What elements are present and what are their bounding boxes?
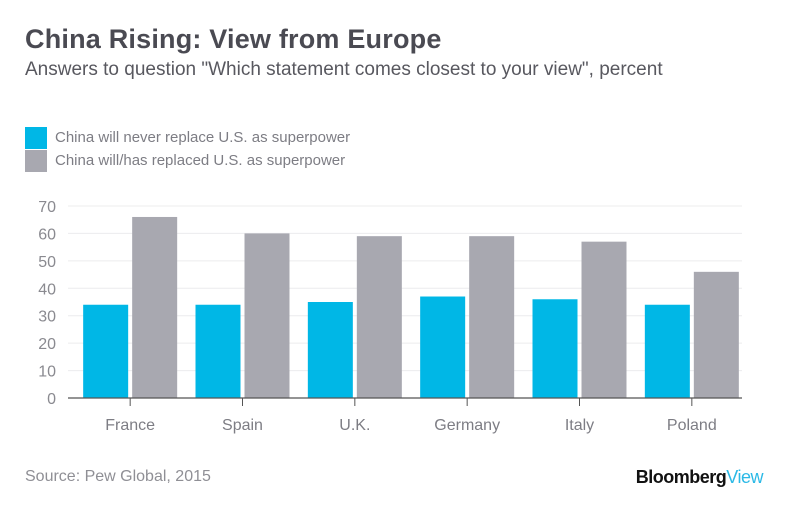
legend-label-never: China will never replace U.S. as superpo… [55,129,351,146]
x-tick-label: Poland [667,417,717,434]
chart-subtitle: Answers to question "Which statement com… [25,59,663,80]
bar-replaced [469,236,515,398]
x-tick-label: Spain [222,417,263,434]
bar-never [644,304,690,398]
bar-never [420,296,466,398]
chart-title: China Rising: View from Europe [25,24,442,54]
x-tick-label: Italy [565,417,594,434]
y-tick-label: 0 [47,391,56,408]
y-tick-label: 70 [38,199,56,216]
y-tick-label: 40 [38,281,56,298]
bar-replaced [132,216,178,398]
legend-swatch-replaced [25,149,47,172]
bar-never [307,302,353,398]
y-tick-label: 60 [38,226,56,243]
bar-replaced [244,233,290,398]
brand-logo-bloomberg: Bloomberg [635,467,727,487]
bar-replaced [581,241,627,398]
bar-never [532,299,578,398]
brand-logo-view: View [726,467,763,487]
x-tick-label: U.K. [339,417,370,434]
x-tick-label: Germany [434,417,500,434]
legend-item-replaced: China will/has replaced U.S. as superpow… [25,149,350,172]
x-tick-label: France [105,417,155,434]
y-tick-label: 30 [38,309,56,326]
y-tick-label: 10 [38,364,56,381]
source-note: Source: Pew Global, 2015 [25,468,211,485]
y-tick-label: 50 [38,254,56,271]
legend-item-never: China will never replace U.S. as superpo… [25,126,350,149]
bar-replaced [693,271,739,398]
legend-swatch-never [25,126,47,149]
bar-never [195,304,241,398]
legend-label-replaced: China will/has replaced U.S. as superpow… [55,152,346,169]
bar-replaced [356,236,402,398]
y-tick-label: 20 [38,336,56,353]
brand-logo: BloombergView [635,467,764,488]
legend: China will never replace U.S. as superpo… [25,126,350,172]
bar-never [83,304,129,398]
